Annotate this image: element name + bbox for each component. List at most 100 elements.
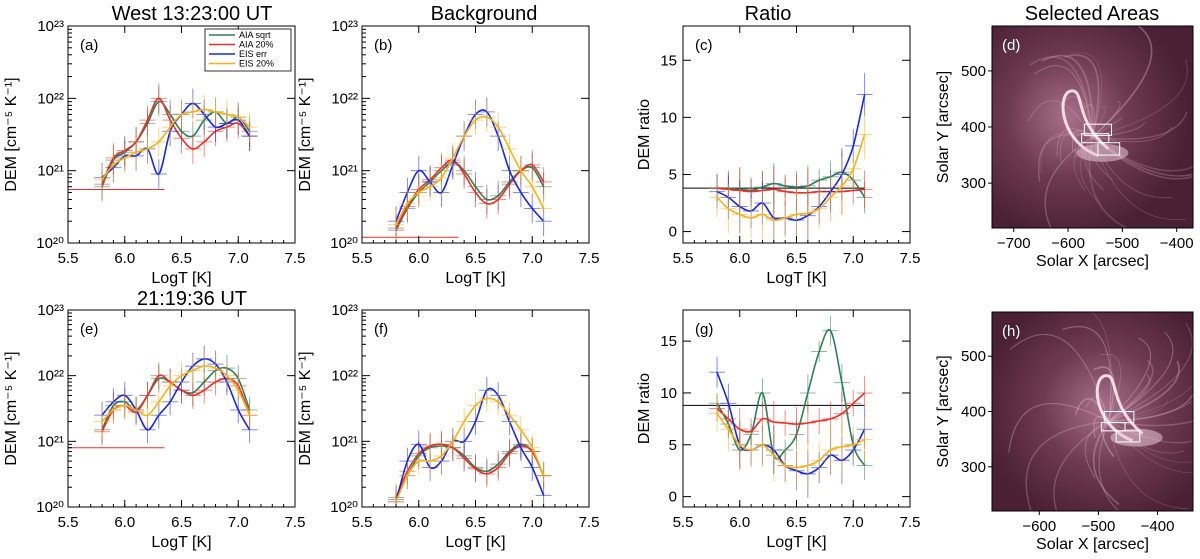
x-tick-label: 5.5	[58, 514, 79, 531]
errorbars-b-1	[388, 145, 552, 243]
column-title-west: West 13:23:00 UT	[112, 3, 273, 25]
x-tick-label: 6.5	[786, 250, 807, 267]
bright-loop	[1095, 374, 1144, 442]
x-tick-label: 5.5	[673, 250, 694, 267]
panel-b: 5.5 6.0 6.5 7.0 7.5 10²⁰ 10²¹ 10²² 10²³ LogT [K] D…	[297, 18, 599, 287]
coronal-loop	[1093, 366, 1115, 422]
panel-label: (a)	[80, 37, 98, 54]
errorbars-e-3	[94, 352, 258, 435]
errorbars-a-3	[94, 94, 258, 195]
series-line-c-3	[716, 134, 866, 222]
series-line-f-0	[395, 443, 545, 500]
coronal-loop	[1108, 323, 1193, 422]
coronal-loop	[1062, 325, 1112, 422]
plot-area-g	[683, 316, 873, 498]
coronal-loop	[1037, 133, 1093, 182]
image-background	[992, 26, 1193, 228]
x-tick-label: −700	[997, 235, 1031, 252]
x-tick-label: 7.5	[900, 514, 921, 531]
coronal-loop	[1108, 384, 1193, 422]
y-tick-label: 300	[961, 175, 986, 192]
row2-title: 21:19:36 UT	[137, 288, 247, 310]
coronal-loop	[1108, 400, 1169, 422]
panel-label: (b)	[374, 37, 392, 54]
x-axis-label: LogT [K]	[151, 534, 211, 551]
coronal-loop	[1084, 420, 1109, 479]
y-tick-label: 15	[660, 52, 677, 69]
selected-area-box	[1115, 430, 1141, 443]
panel-label: (f)	[374, 321, 388, 338]
errorbars-e-1	[94, 362, 258, 446]
x-tick-label: −400	[1141, 518, 1175, 535]
y-axis-label: DEM [cm⁻⁵ K⁻¹]	[3, 351, 20, 465]
panel-f: 5.5 6.0 6.5 7.0 7.5 10²⁰ 10²¹ 10²² 10²³ LogT [K] D…	[297, 302, 599, 551]
x-tick-label: 5.5	[58, 250, 79, 267]
series-line-g-1	[716, 392, 866, 433]
x-tick-label: 6.5	[465, 514, 486, 531]
panel-label: (h)	[1002, 323, 1020, 340]
series-line-a-3	[101, 108, 251, 181]
coronal-loop	[1108, 420, 1185, 454]
y-axis-label: DEM [cm⁻⁵ K⁻¹]	[297, 351, 314, 465]
y-axis-label: DEM [cm⁻⁵ K⁻¹]	[297, 77, 314, 191]
coronal-loop	[1108, 373, 1151, 423]
y-tick-label: 5	[669, 166, 677, 183]
coronal-loop	[1092, 126, 1173, 143]
x-tick-label: 6.0	[114, 250, 135, 267]
x-tick-label: 6.5	[786, 514, 807, 531]
plot-area-c	[683, 72, 873, 243]
x-axis-label: LogT [K]	[445, 534, 505, 551]
x-tick-label: 7.0	[843, 514, 864, 531]
x-tick-label: 6.0	[408, 250, 429, 267]
y-tick-label: 10²²	[331, 368, 358, 385]
y-tick-label: 10	[660, 385, 677, 402]
coronal-loop	[1101, 420, 1115, 458]
coronal-loop	[1041, 55, 1094, 138]
series-line-b-1	[395, 159, 545, 229]
x-tick-label: −400	[1160, 235, 1194, 252]
panel-d: −700 −600 −500 −400 300 400 500 Solar X [arcsec…	[935, 25, 1194, 270]
coronal-loop	[1033, 65, 1093, 138]
coronal-loop	[1081, 104, 1095, 138]
coronal-loop	[1098, 421, 1120, 511]
coronal-loop	[1070, 52, 1103, 138]
x-tick-label: 6.5	[171, 250, 192, 267]
y-axis-label: Solar Y [arcsec]	[935, 71, 952, 183]
series-line-f-1	[395, 443, 545, 498]
series-line-a-1	[101, 97, 251, 185]
errorbars-f-1	[388, 430, 552, 507]
x-tick-label: −500	[1082, 518, 1116, 535]
errorbars-g-2	[709, 356, 873, 498]
coronal-loop	[1059, 131, 1093, 162]
y-tick-label: 10²³	[331, 302, 358, 319]
series-line-e-3	[101, 365, 251, 423]
y-tick-label: 10²²	[331, 90, 358, 107]
series-line-g-3	[716, 413, 865, 469]
errorbars-a-2	[94, 88, 258, 193]
coronal-loop	[1108, 359, 1154, 423]
coronal-loop	[1108, 392, 1193, 423]
errorbars-e-2	[94, 345, 258, 444]
errorbars-a-0	[94, 86, 258, 202]
y-tick-label: 5	[669, 437, 677, 454]
y-tick-label: 10²⁰	[330, 499, 358, 516]
panel-c: 5.5 6.0 6.5 7.0 7.5 0 5 10 15 LogT [K] DEM ratio (c…	[636, 25, 920, 287]
y-tick-label: 10²¹	[331, 163, 358, 180]
x-tick-label: 6.5	[465, 250, 486, 267]
x-axis-label: LogT [K]	[151, 270, 211, 287]
x-axis-label: LogT [K]	[445, 270, 505, 287]
coronal-loop	[1092, 122, 1146, 138]
y-tick-label: 10²⁰	[36, 235, 64, 252]
column-title-selected-areas: Selected Areas	[1025, 3, 1160, 25]
plot-area-a	[68, 83, 258, 202]
x-tick-label: 6.0	[729, 514, 750, 531]
panel-label: (d)	[1002, 37, 1020, 54]
column-title-background: Background	[431, 3, 538, 25]
coronal-loop	[1073, 136, 1093, 191]
y-tick-label: 10²³	[331, 18, 358, 35]
x-tick-label: 7.0	[228, 250, 249, 267]
y-tick-label: 10²⁰	[36, 499, 64, 516]
x-axis-label: LogT [K]	[766, 270, 826, 287]
